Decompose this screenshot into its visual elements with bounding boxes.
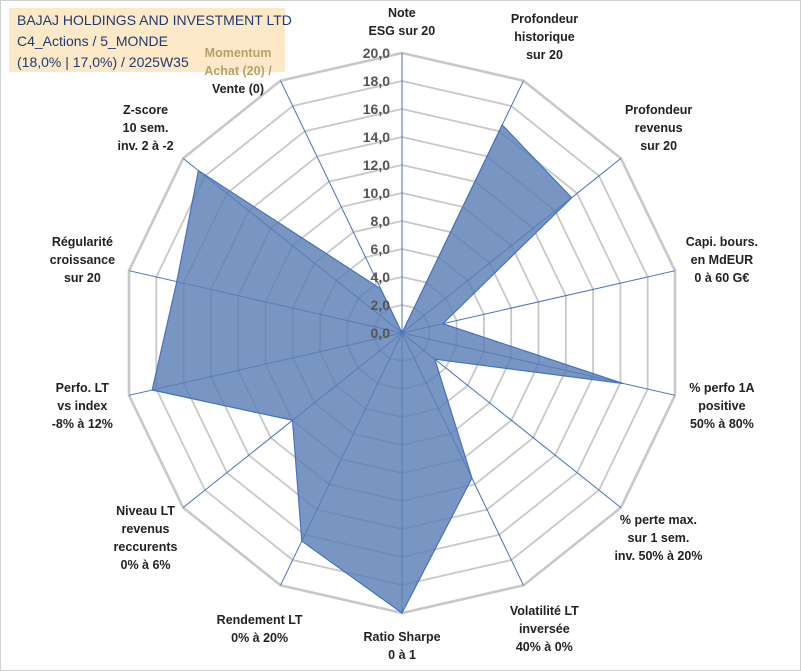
axis-label-line: vs index xyxy=(57,398,108,413)
axis-label-line: Rendement LT xyxy=(216,612,303,627)
axis-label-line: Momentum xyxy=(204,46,272,60)
spoke-line xyxy=(401,332,622,508)
axis-label: Profondeur historique sur 20 xyxy=(511,10,578,64)
axis-label-line: inv. 50% à 20% xyxy=(614,548,703,563)
axis-label-line: ESG sur 20 xyxy=(368,24,436,38)
axis-label-line: Niveau LT xyxy=(116,503,175,518)
info-box: BAJAJ HOLDINGS AND INVESTMENT LTD C4_Act… xyxy=(9,8,292,72)
axis-label-line: 0 à 1 xyxy=(388,648,416,662)
axis-label-line: sur 1 sem. xyxy=(627,530,690,545)
axis-label: Perfo. LT vs index -8% à 12% xyxy=(52,379,113,433)
axis-label-line: Vente (0) xyxy=(211,82,265,96)
axis-label-line: Profondeur xyxy=(624,103,693,118)
axis-label-line: 0% à 20% xyxy=(231,630,289,645)
tick-label: 16,0 xyxy=(363,101,390,117)
axis-label-line: Régularité xyxy=(51,235,113,249)
tick-label: 0,0 xyxy=(371,325,391,341)
tick-label: 20,0 xyxy=(363,45,390,61)
axis-label-line: revenus xyxy=(121,521,170,536)
axis-label: Note ESG sur 20 xyxy=(369,4,436,40)
axis-label-line: 0 à 60 G€ xyxy=(694,271,750,285)
tick-label: 18,0 xyxy=(363,73,390,89)
axis-label: Rendement LT 0% à 20% xyxy=(217,611,303,647)
axis-label-line: positive xyxy=(698,398,746,413)
axis-label: Capi. bours. en MdEUR 0 à 60 G€ xyxy=(686,233,758,287)
axis-label-line: croissance xyxy=(49,253,116,267)
category-label: C4_Actions / 5_MONDE xyxy=(17,33,168,49)
series-area xyxy=(151,123,624,614)
axis-label-line: Ratio Sharpe xyxy=(363,630,441,644)
axis-label-line: 40% à 0% xyxy=(515,639,573,654)
axis-label-line: reccurents xyxy=(113,539,178,554)
axis-label: Volatilité LT inversée 40% à 0% xyxy=(510,602,579,656)
axis-label: Momentum Achat (20) / Vente (0) xyxy=(192,44,284,98)
radar-series xyxy=(151,123,624,614)
axis-label-line: inversée xyxy=(518,621,570,636)
axis-label-line: % perfo 1A xyxy=(689,380,755,395)
axis-label-line: sur 20 xyxy=(640,139,678,154)
axis-label-line: inv. 2 à -2 xyxy=(117,139,174,154)
axis-label-line: Volatilité LT xyxy=(509,603,579,618)
tick-label: 10,0 xyxy=(363,185,390,201)
axis-label-line: % perte max. xyxy=(619,512,697,527)
radial-tick-labels: 0,0 2,0 4,0 6,0 8,0 10,0 12,0 14,0 16,0 18,0 20,0 xyxy=(363,45,390,341)
axis-label-line: Achat (20) / xyxy=(204,64,272,78)
axis-label-line: Z-score xyxy=(122,103,169,118)
axis-label-line: Profondeur xyxy=(510,12,579,27)
axis-label-line: en MdEUR xyxy=(690,253,754,267)
axis-label-line: historique xyxy=(514,30,575,45)
axis-label-line: revenus xyxy=(634,121,683,136)
axis-label-line: 50% à 80% xyxy=(689,416,754,431)
axis-label: Profondeur revenus sur 20 xyxy=(625,101,692,155)
axis-label-line: 0% à 6% xyxy=(120,557,171,572)
axis-label-line: sur 20 xyxy=(63,271,101,285)
tick-label: 6,0 xyxy=(371,241,391,257)
company-name: BAJAJ HOLDINGS AND INVESTMENT LTD xyxy=(17,12,292,28)
axis-label: Ratio Sharpe 0 à 1 xyxy=(364,628,441,664)
period-label: (18,0% | 17,0%) / 2025W35 xyxy=(17,54,189,70)
tick-label: 8,0 xyxy=(371,213,391,229)
axis-label: Niveau LT revenus reccurents 0% à 6% xyxy=(114,502,178,574)
axis-label-line: Perfo. LT xyxy=(55,380,109,395)
axis-label-line: sur 20 xyxy=(526,48,563,63)
axis-label: Z-score 10 sem. inv. 2 à -2 xyxy=(118,101,174,155)
axis-label: % perfo 1A positive 50% à 80% xyxy=(689,379,754,433)
axis-label-line: 10 sem. xyxy=(122,121,169,136)
tick-label: 12,0 xyxy=(363,157,390,173)
axis-label: % perte max. sur 1 sem. inv. 50% à 20% xyxy=(614,511,702,565)
axis-label-line: -8% à 12% xyxy=(51,416,113,431)
tick-label: 14,0 xyxy=(363,129,390,145)
axis-label: Régularité croissance sur 20 xyxy=(50,233,115,287)
tick-label: 2,0 xyxy=(371,297,391,313)
axis-label-line: Capi. bours. xyxy=(685,235,758,249)
axis-label-line: Note xyxy=(387,6,416,20)
tick-label: 4,0 xyxy=(371,269,391,285)
spoke-line xyxy=(401,270,676,334)
